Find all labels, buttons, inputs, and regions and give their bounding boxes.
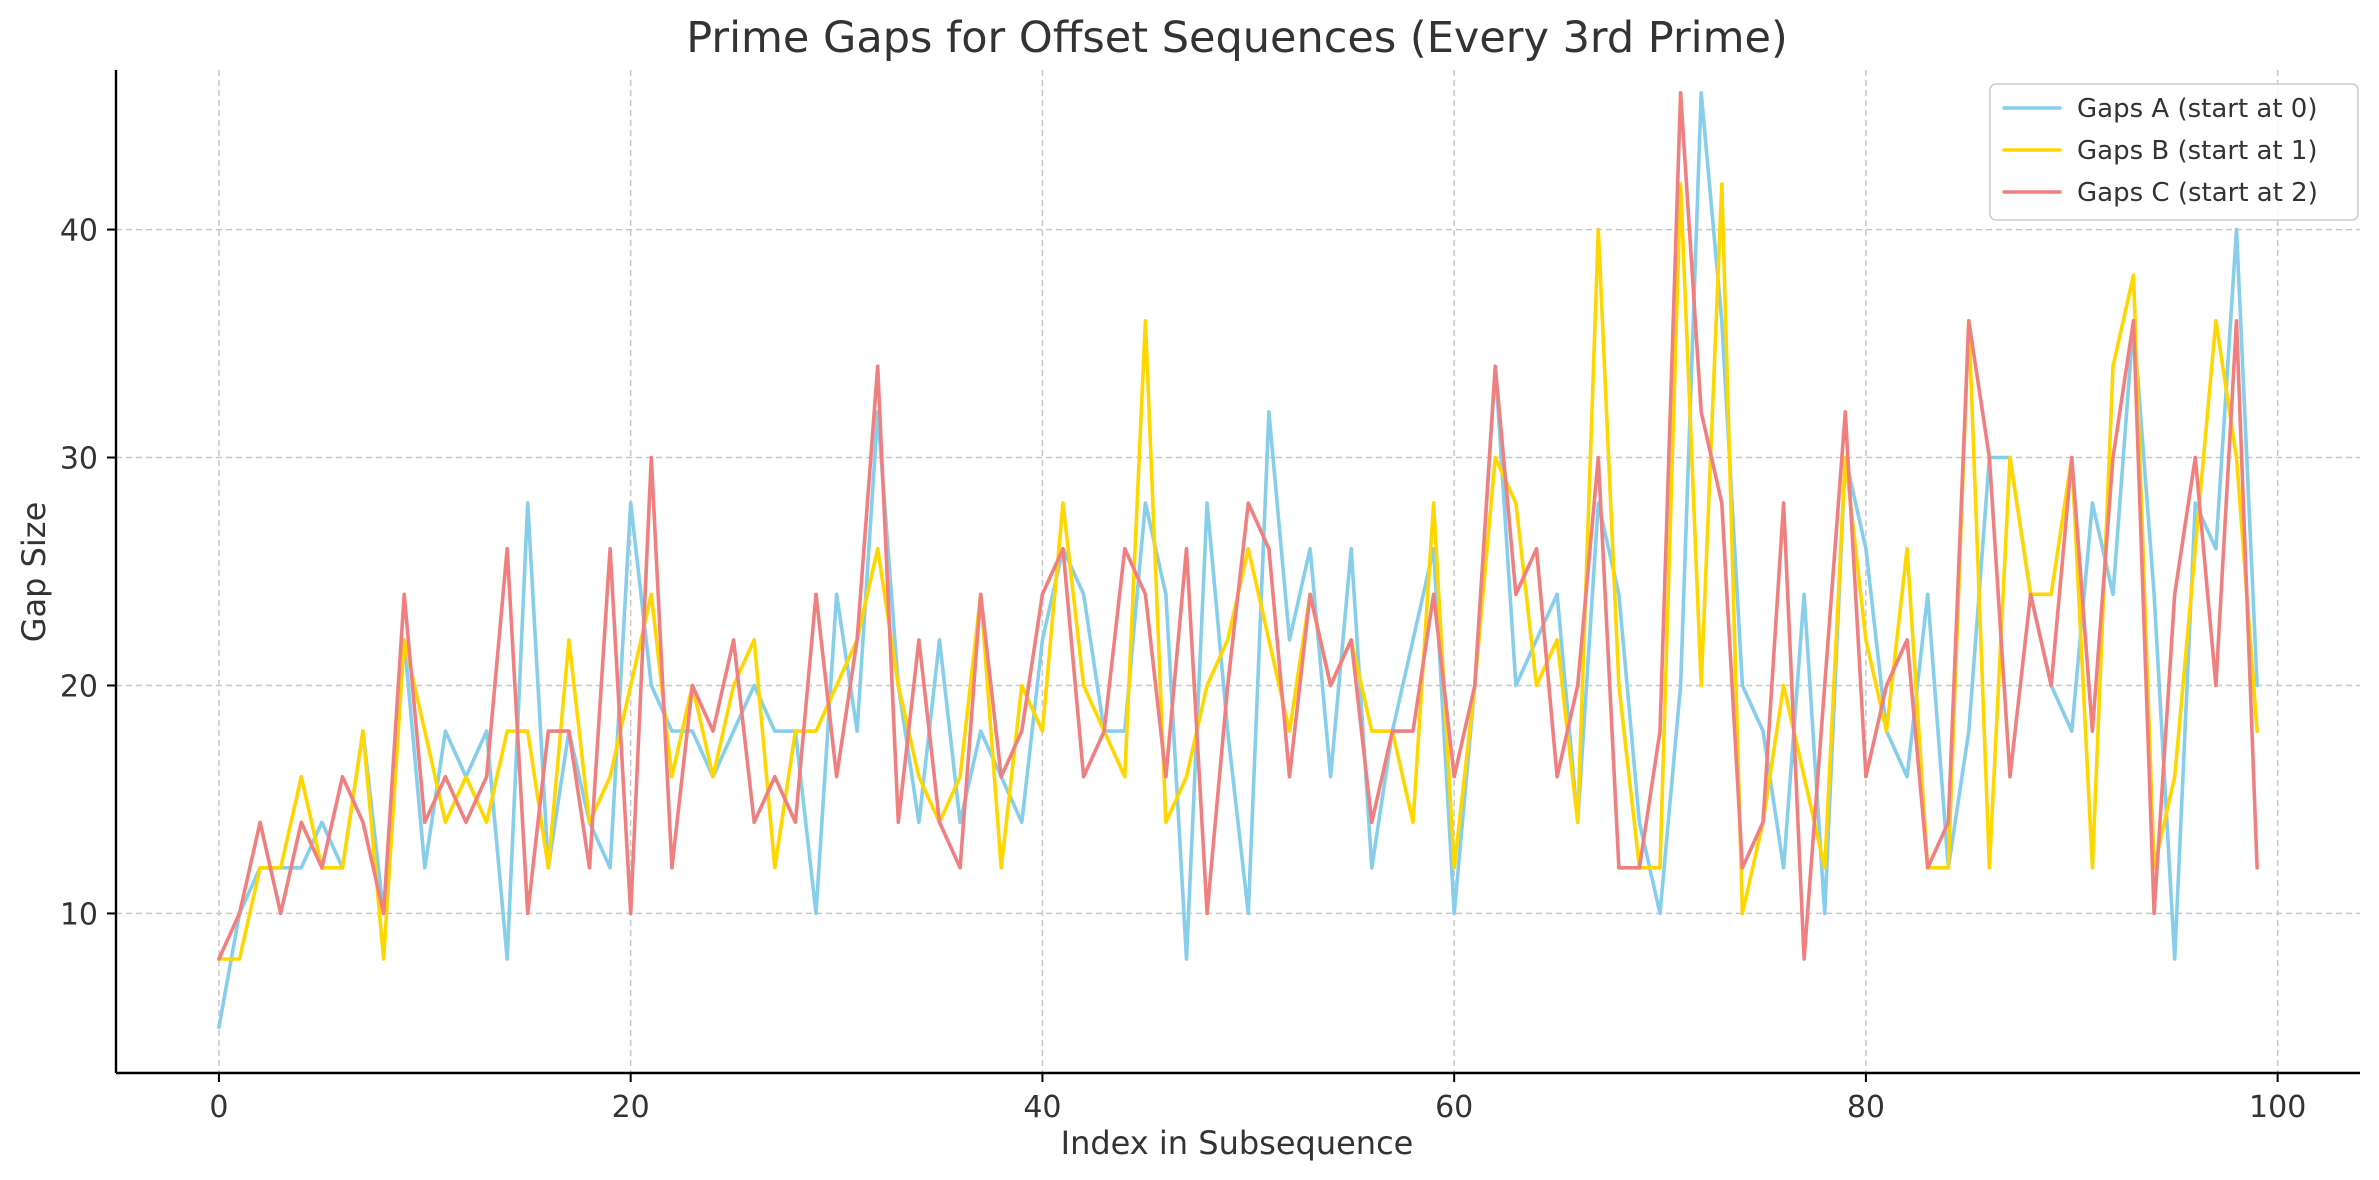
x-tick-label: 100 bbox=[2249, 1090, 2306, 1125]
y-axis-label: Gap Size bbox=[15, 502, 53, 643]
ticks-layer: 0 20 40 60 80 100 10 20 30 40 bbox=[60, 214, 2306, 1125]
x-tick-label: 40 bbox=[1023, 1090, 1061, 1125]
x-tick-label: 80 bbox=[1847, 1090, 1885, 1125]
chart-title: Prime Gaps for Offset Sequences (Every 3… bbox=[686, 13, 1787, 63]
series-layer bbox=[217, 91, 2259, 1030]
legend-box bbox=[1989, 83, 2359, 221]
legend-label: Gaps A (start at 0) bbox=[2077, 94, 2318, 124]
x-tick-label: 60 bbox=[1435, 1090, 1473, 1125]
y-tick-label: 40 bbox=[60, 214, 98, 249]
legend: Gaps A (start at 0) Gaps B (start at 1) Ga… bbox=[1989, 83, 2359, 221]
series-line-c bbox=[217, 91, 2259, 961]
y-tick-label: 20 bbox=[60, 669, 98, 704]
legend-label: Gaps B (start at 1) bbox=[2077, 136, 2318, 166]
x-tick-label: 20 bbox=[612, 1090, 650, 1125]
legend-label: Gaps C (start at 2) bbox=[2077, 178, 2318, 208]
x-axis-label: Index in Subsequence bbox=[1061, 1124, 1414, 1162]
axes-layer bbox=[114, 70, 2360, 1075]
y-tick-label: 30 bbox=[60, 442, 98, 477]
legend-entries: Gaps A (start at 0) Gaps B (start at 1) Ga… bbox=[2002, 94, 2318, 208]
x-tick-label: 0 bbox=[209, 1090, 228, 1125]
y-tick-label: 10 bbox=[60, 897, 98, 932]
